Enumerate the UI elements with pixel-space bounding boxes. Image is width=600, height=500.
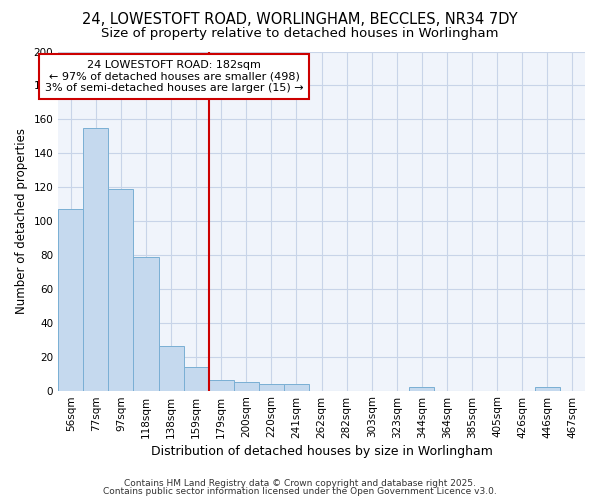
Bar <box>535 387 560 390</box>
Text: Contains public sector information licensed under the Open Government Licence v3: Contains public sector information licen… <box>103 487 497 496</box>
Text: Contains HM Land Registry data © Crown copyright and database right 2025.: Contains HM Land Registry data © Crown c… <box>124 478 476 488</box>
Bar <box>234 382 259 390</box>
Y-axis label: Number of detached properties: Number of detached properties <box>15 128 28 314</box>
Text: 24 LOWESTOFT ROAD: 182sqm
← 97% of detached houses are smaller (498)
3% of semi-: 24 LOWESTOFT ROAD: 182sqm ← 97% of detac… <box>45 60 304 93</box>
Bar <box>409 387 434 390</box>
Bar <box>209 380 234 390</box>
Bar <box>184 367 209 390</box>
Text: Size of property relative to detached houses in Worlingham: Size of property relative to detached ho… <box>101 28 499 40</box>
Bar <box>133 256 158 390</box>
Bar <box>158 346 184 391</box>
Bar <box>109 189 133 390</box>
Bar <box>58 209 83 390</box>
Bar <box>259 384 284 390</box>
Bar <box>83 128 109 390</box>
Text: 24, LOWESTOFT ROAD, WORLINGHAM, BECCLES, NR34 7DY: 24, LOWESTOFT ROAD, WORLINGHAM, BECCLES,… <box>82 12 518 28</box>
Bar <box>284 384 309 390</box>
X-axis label: Distribution of detached houses by size in Worlingham: Distribution of detached houses by size … <box>151 444 493 458</box>
